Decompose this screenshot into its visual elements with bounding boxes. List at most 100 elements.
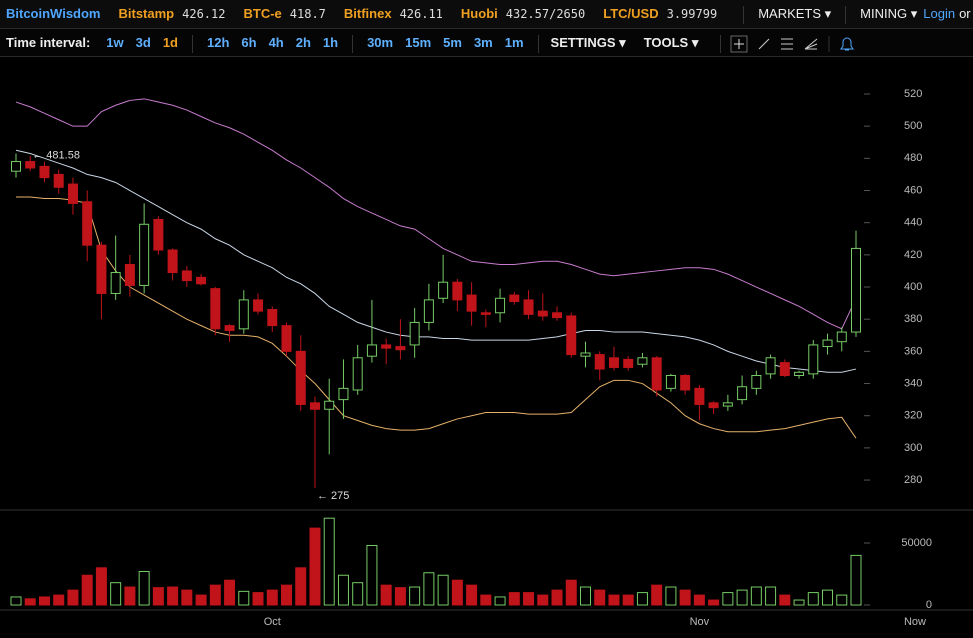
candle-body [96,244,107,294]
login[interactable]: Login [923,6,956,21]
volume-bar [651,584,663,606]
band-line [15,98,857,330]
candle-body [480,312,491,315]
sep [352,34,354,53]
y-tick-label: 420 [904,249,922,261]
interval[interactable]: 1d [162,35,178,50]
ticker-name[interactable]: BTC-e [243,6,282,21]
volume-bar [138,571,150,606]
candle-body [352,357,363,391]
volume-bar [38,596,50,606]
candle-body [851,247,861,333]
interval[interactable]: 1m [504,35,524,50]
ticker-price: 3.99799 [666,7,718,21]
candle-body [324,400,335,410]
interval[interactable]: 30m [367,35,394,50]
annotation: ← 481.58 [32,150,80,162]
draw-tools[interactable] [729,34,869,54]
top-bar: BitcoinWisdom Bitstamp 426.12 BTC-e 418.7 Bit… [0,0,973,29]
brand[interactable]: BitcoinWisdom [6,6,101,21]
volume-bar [167,586,179,606]
candle-body [309,402,320,410]
menu[interactable]: MARKETS ▾ [758,6,832,21]
volume-bar [238,590,250,606]
volume-bar [579,586,591,606]
candle-body [722,402,733,407]
interval[interactable]: 12h [206,35,230,50]
volume-bar [124,586,136,606]
candle-body [281,325,292,352]
volume-bar [451,579,463,606]
tool-icons[interactable] [729,34,869,54]
candle-body [651,357,662,391]
ticker-price: 426.12 [182,7,226,21]
volume-bar [437,574,449,606]
interval[interactable]: 3m [473,35,493,50]
candle-body [295,350,306,405]
candle-body [794,371,805,376]
volume-bar [110,582,122,606]
ticker-name[interactable]: LTC/USD [603,6,659,21]
interval[interactable]: 6h [241,35,257,50]
candle-body [608,357,619,368]
interval[interactable]: 4h [268,35,284,50]
candle-body [822,339,833,348]
volume-bar [352,582,364,606]
y-tick-label: 500 [904,120,922,132]
candle-body [665,374,676,389]
interval[interactable]: 1w [106,35,124,50]
tools[interactable]: TOOLS ▾ [643,35,699,50]
sep [743,5,745,24]
candle-body [466,294,477,312]
volume-bar [793,599,805,606]
y-tick-label: 480 [904,152,922,164]
candle-body [765,357,776,375]
candle-body [495,297,506,314]
candle-body [836,331,847,343]
settings[interactable]: SETTINGS ▾ [550,35,626,50]
band-line [15,149,857,373]
volume-bar [281,584,293,606]
interval[interactable]: 15m [405,35,432,50]
ticker-name[interactable]: Huobi [460,6,498,21]
candle-body [452,281,463,301]
interval[interactable]: 1h [322,35,339,50]
candle-body [381,344,392,349]
y-tick-label: 280 [904,474,922,486]
volume-bar [266,589,278,606]
volume-bar [152,587,164,606]
volume-bar [366,544,378,606]
interval[interactable]: 3d [135,35,151,50]
candle-body [196,276,207,285]
volume-bar [252,592,264,606]
candle-body [594,354,605,370]
volume-bar [722,592,734,606]
interval[interactable]: 2h [295,35,311,50]
y-tick-label: 460 [904,184,922,196]
ticker-name[interactable]: Bitfinex [343,6,392,21]
candle-body [167,249,178,274]
volume-bar [665,586,677,606]
volume-bar [323,517,335,606]
candle-body [153,218,164,251]
volume-bar [423,572,435,606]
menu[interactable]: MINING ▾ [860,6,918,21]
volume-bar [10,596,22,606]
x-now-label: Now [904,616,926,628]
interval[interactable]: 5m [443,35,462,50]
candle-body [11,161,21,172]
candle-body [39,165,50,179]
volume-bar [551,589,563,606]
sep [845,5,847,24]
volume-bar [309,527,321,606]
candle-body [779,362,790,376]
x-tick-label: Oct [264,616,281,628]
candle-body [25,161,36,169]
y-tick-label: 320 [904,410,922,422]
ticker-name[interactable]: Bitstamp [118,6,175,21]
candle-body [210,288,221,330]
volume-bar [24,598,36,606]
candle-body [623,358,634,368]
volume-bar [565,579,577,606]
band-line [16,196,857,439]
